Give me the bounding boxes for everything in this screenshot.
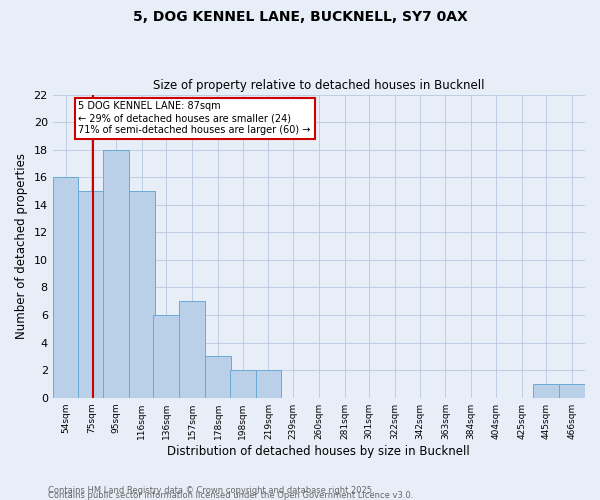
Bar — [205, 356, 231, 398]
Text: 5, DOG KENNEL LANE, BUCKNELL, SY7 0AX: 5, DOG KENNEL LANE, BUCKNELL, SY7 0AX — [133, 10, 467, 24]
Bar — [79, 191, 104, 398]
Y-axis label: Number of detached properties: Number of detached properties — [15, 153, 28, 339]
Bar — [179, 302, 205, 398]
Bar — [53, 177, 79, 398]
X-axis label: Distribution of detached houses by size in Bucknell: Distribution of detached houses by size … — [167, 444, 470, 458]
Text: Contains public sector information licensed under the Open Government Licence v3: Contains public sector information licen… — [48, 491, 413, 500]
Text: 5 DOG KENNEL LANE: 87sqm
← 29% of detached houses are smaller (24)
71% of semi-d: 5 DOG KENNEL LANE: 87sqm ← 29% of detach… — [79, 102, 311, 134]
Bar — [559, 384, 585, 398]
Bar — [103, 150, 129, 398]
Text: Contains HM Land Registry data © Crown copyright and database right 2025.: Contains HM Land Registry data © Crown c… — [48, 486, 374, 495]
Bar — [129, 191, 155, 398]
Bar — [154, 315, 179, 398]
Bar — [533, 384, 559, 398]
Bar — [230, 370, 256, 398]
Title: Size of property relative to detached houses in Bucknell: Size of property relative to detached ho… — [153, 79, 485, 92]
Bar — [256, 370, 281, 398]
